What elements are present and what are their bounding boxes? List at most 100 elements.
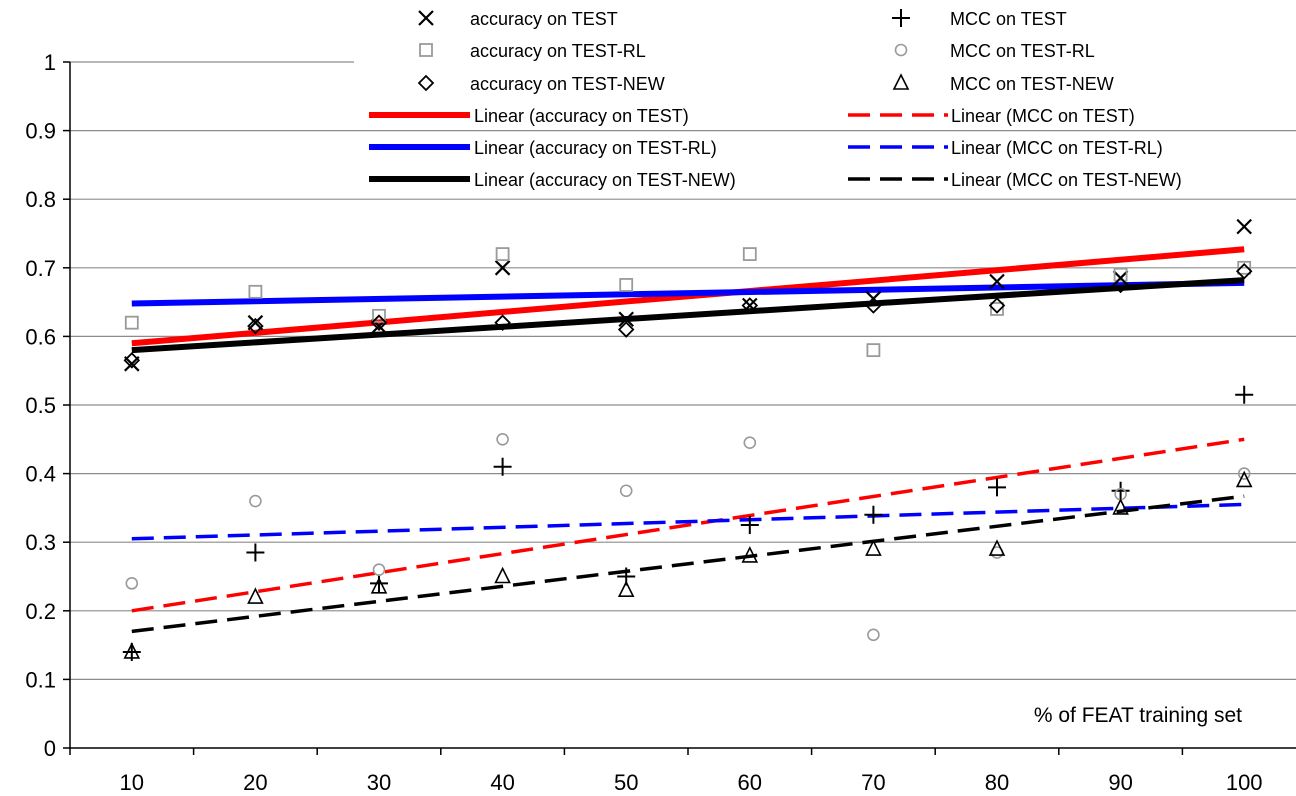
data-point bbox=[864, 505, 883, 524]
axes: 0 0.1 0.2 0.3 0.4 0.5 0.6 0.7 0.8 0.9 1 10 20 30 40 50 6… bbox=[25, 50, 1296, 795]
legend-label: MCC on TEST-RL bbox=[950, 41, 1095, 61]
y-tick-label: 0.7 bbox=[25, 256, 56, 281]
data-point bbox=[248, 284, 263, 299]
x-axis-note: % of FEAT training set bbox=[1034, 704, 1242, 727]
x-tick-label: 10 bbox=[120, 770, 144, 795]
trendlines bbox=[131, 246, 1245, 634]
x-tick-label: 50 bbox=[614, 770, 638, 795]
data-point bbox=[619, 278, 634, 292]
data-point bbox=[1112, 276, 1129, 294]
data-point bbox=[493, 457, 512, 476]
data-point bbox=[988, 478, 1006, 497]
data-point bbox=[247, 587, 264, 604]
data-point bbox=[1237, 467, 1251, 480]
y-tick-label: 0.9 bbox=[25, 119, 56, 144]
data-point bbox=[990, 302, 1004, 316]
data-points bbox=[122, 218, 1254, 661]
x-tick-label: 60 bbox=[738, 770, 762, 795]
legend-marker bbox=[418, 10, 434, 26]
legend-marker bbox=[892, 73, 910, 90]
data-point bbox=[865, 539, 882, 556]
y-tick-label: 0.8 bbox=[25, 187, 56, 212]
x-tick-label: 90 bbox=[1108, 770, 1132, 795]
trendline bbox=[131, 246, 1245, 347]
data-point bbox=[246, 543, 265, 562]
data-point bbox=[494, 260, 511, 276]
legend-label: Linear (MCC on TEST-NEW) bbox=[951, 170, 1182, 190]
data-point bbox=[1235, 470, 1253, 488]
data-point bbox=[1236, 218, 1252, 235]
y-tick-label: 1 bbox=[44, 50, 56, 75]
legend-label: accuracy on TEST bbox=[470, 9, 618, 29]
legend-label: Linear (MCC on TEST) bbox=[951, 106, 1135, 126]
data-point bbox=[741, 297, 759, 314]
data-point bbox=[495, 247, 510, 261]
x-tick-label: 40 bbox=[490, 770, 514, 795]
legend-label: accuracy on TEST-RL bbox=[470, 41, 646, 61]
legend-label: Linear (accuracy on TEST-NEW) bbox=[474, 170, 736, 190]
y-tick-label: 0.6 bbox=[25, 324, 56, 349]
legend-label: Linear (accuracy on TEST-RL) bbox=[474, 138, 717, 158]
data-point bbox=[743, 436, 757, 450]
x-tick-label: 20 bbox=[243, 770, 267, 795]
data-point bbox=[496, 432, 509, 446]
data-point bbox=[867, 628, 880, 642]
y-tick-label: 0.2 bbox=[25, 599, 56, 624]
y-tick-label: 0 bbox=[44, 736, 56, 761]
legend-marker bbox=[417, 74, 435, 92]
data-point bbox=[742, 297, 758, 314]
legend-label: Linear (accuracy on TEST) bbox=[474, 106, 689, 126]
data-point bbox=[372, 308, 386, 323]
trendline bbox=[131, 277, 1245, 354]
trendline bbox=[131, 494, 1245, 634]
data-point bbox=[370, 314, 388, 331]
legend-label: accuracy on TEST-NEW bbox=[470, 74, 665, 94]
trendline bbox=[131, 279, 1245, 307]
data-point bbox=[494, 566, 511, 584]
x-tick-label: 80 bbox=[985, 770, 1009, 795]
data-point bbox=[619, 484, 633, 498]
y-tick-label: 0.4 bbox=[25, 462, 56, 487]
grid bbox=[70, 61, 1296, 681]
data-point bbox=[740, 516, 759, 535]
trendline bbox=[131, 437, 1245, 613]
data-point bbox=[988, 539, 1006, 556]
legend-label: Linear (MCC on TEST-RL) bbox=[951, 138, 1163, 158]
data-point bbox=[866, 343, 881, 358]
data-point bbox=[125, 577, 139, 590]
data-point bbox=[742, 247, 757, 261]
x-tick-label: 100 bbox=[1226, 770, 1263, 795]
data-point bbox=[249, 494, 262, 508]
data-point bbox=[1235, 262, 1253, 280]
data-point bbox=[1112, 498, 1129, 515]
data-point bbox=[124, 315, 139, 330]
data-point bbox=[988, 297, 1006, 314]
data-point bbox=[865, 297, 882, 314]
x-tick-label: 30 bbox=[367, 770, 391, 795]
legend-label: MCC on TEST-NEW bbox=[950, 74, 1114, 94]
y-tick-label: 0.3 bbox=[25, 530, 56, 555]
trendline bbox=[131, 502, 1245, 541]
data-point bbox=[370, 577, 388, 594]
data-point bbox=[741, 546, 759, 563]
data-point bbox=[494, 314, 511, 331]
data-point bbox=[617, 580, 635, 598]
data-point bbox=[617, 321, 635, 338]
data-point bbox=[1237, 260, 1252, 275]
legend-marker bbox=[419, 43, 433, 57]
legend: accuracy on TEST accuracy on TEST-RL accur… bbox=[369, 9, 1182, 190]
data-point bbox=[989, 273, 1005, 290]
data-point bbox=[1235, 385, 1254, 404]
legend-marker bbox=[894, 43, 908, 57]
legend-label: MCC on TEST bbox=[950, 9, 1067, 29]
data-point bbox=[1113, 267, 1128, 282]
legend-marker bbox=[892, 9, 910, 27]
y-tick-label: 0.1 bbox=[25, 667, 56, 692]
data-point bbox=[618, 311, 634, 328]
data-point bbox=[123, 642, 141, 659]
y-tick-label: 0.5 bbox=[25, 393, 56, 418]
data-point bbox=[123, 352, 141, 369]
data-point bbox=[1111, 481, 1130, 500]
